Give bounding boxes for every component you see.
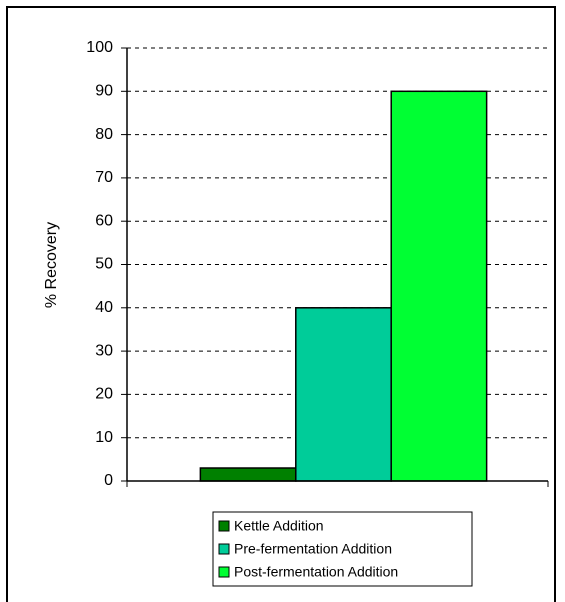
- legend-box: [212, 511, 473, 587]
- bar: [199, 467, 297, 482]
- y-tick-label: 80: [95, 126, 113, 143]
- y-tick-label: 20: [95, 386, 113, 403]
- legend-swatch: [218, 566, 230, 578]
- legend: Kettle Addition Pre-fermentation Addition…: [212, 511, 473, 587]
- y-tick-label: 70: [95, 169, 113, 186]
- y-tick-label: 40: [95, 299, 113, 316]
- y-tick-label: 100: [86, 39, 113, 56]
- y-tick-label: 10: [95, 429, 113, 446]
- legend-label: Post-fermentation Addition: [234, 564, 398, 580]
- y-axis-title: % Recovery: [43, 222, 60, 308]
- bar: [295, 307, 392, 482]
- legend-label: Kettle Addition: [234, 518, 324, 534]
- y-tick-label: 50: [95, 256, 113, 273]
- bar: [390, 90, 488, 482]
- legend-swatch: [218, 520, 230, 532]
- legend-label: Pre-fermentation Addition: [234, 541, 392, 557]
- y-tick-label: 60: [95, 212, 113, 229]
- y-tick-label: 30: [95, 342, 113, 359]
- y-tick-label: 0: [104, 472, 113, 489]
- y-tick-label: 90: [95, 83, 113, 100]
- legend-swatch: [218, 543, 230, 555]
